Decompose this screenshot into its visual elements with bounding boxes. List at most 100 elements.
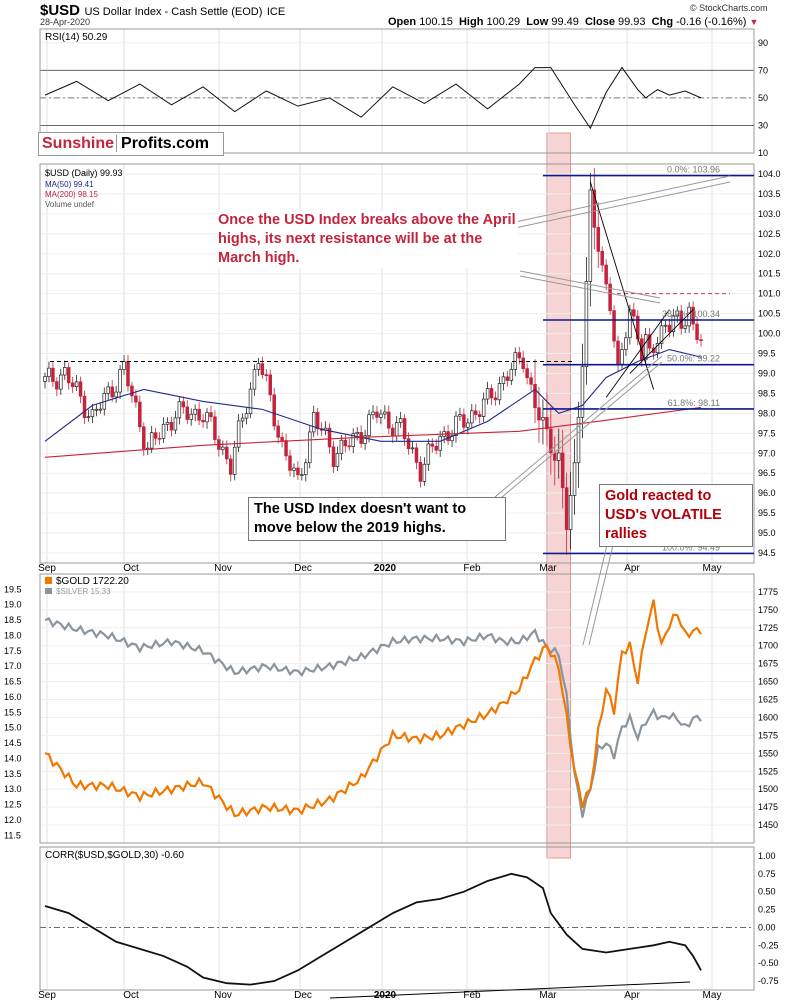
- usd-candle: [371, 411, 375, 416]
- usd-candle: [477, 414, 482, 417]
- usd-candle: [70, 382, 75, 388]
- annotation-pointer: [494, 361, 663, 504]
- corr-tick-label: 0.25: [758, 905, 776, 915]
- usd-candle: [671, 315, 676, 332]
- usd-candle: [422, 463, 427, 482]
- panel-frame: [39, 573, 755, 844]
- month-label: Dec: [294, 990, 312, 1000]
- usd-candle: [157, 437, 162, 440]
- usd-candle: [130, 385, 134, 397]
- high-label: High: [458, 16, 484, 28]
- usd-candle: [379, 413, 383, 418]
- price-tick-label: 101.5: [758, 269, 781, 279]
- usd-candle: [86, 416, 91, 419]
- usd-candle: [142, 426, 146, 450]
- usd-candle: [375, 411, 379, 418]
- usd-candle: [647, 334, 652, 349]
- rsi-tick-label: 70: [758, 65, 768, 75]
- usd-candle: [138, 401, 142, 428]
- panel-frame: [39, 163, 755, 564]
- usd-candle: [414, 447, 419, 463]
- usd-candle: [327, 427, 332, 448]
- price-tick-label: 99.0: [758, 368, 776, 378]
- usd-candle: [430, 443, 435, 447]
- usd-candle: [106, 386, 110, 394]
- usd-candle: [568, 495, 573, 531]
- silver-tick-label: 18.5: [4, 615, 22, 625]
- fib-level-label: 50.0%: 99.22: [667, 354, 720, 364]
- gold-tick-label: 1750: [758, 605, 778, 615]
- usd-candle: [549, 428, 553, 454]
- usd-candle: [355, 432, 359, 435]
- price-tick-label: 96.5: [758, 468, 776, 478]
- usd-candle: [533, 383, 537, 409]
- usd-candle: [335, 453, 340, 468]
- gold-tick-label: 1625: [758, 695, 778, 705]
- chart-title: $USD US Dollar Index - Cash Settle (EOD)…: [40, 2, 285, 20]
- usd-candle: [240, 417, 245, 422]
- usd-candle: [497, 383, 502, 401]
- open-value: 100.15: [419, 16, 453, 28]
- resistance-annotation: Once the USD Index breaks above the Apri…: [218, 211, 518, 268]
- month-label: 2020: [374, 563, 397, 574]
- usd-candle: [292, 467, 296, 471]
- price-tick-label: 97.0: [758, 448, 776, 458]
- usd-candle: [248, 388, 253, 415]
- ohlc-bar: Open 100.15 High 100.29 Low 99.49 Close …: [388, 16, 758, 28]
- silver-legend-swatch: [45, 588, 52, 594]
- fib-level-label: 100.0%: 94.49: [662, 542, 720, 552]
- month-label: 2020: [374, 990, 397, 1000]
- usd-candle: [126, 361, 130, 387]
- usd-candle: [225, 446, 229, 460]
- month-label: Feb: [463, 990, 481, 1000]
- usd-candle: [43, 376, 47, 382]
- month-label: May: [703, 563, 722, 574]
- silver-tick-label: 14.5: [4, 738, 22, 748]
- usd-candle: [663, 324, 668, 327]
- exchange: ICE: [266, 6, 286, 18]
- usd-candle: [537, 407, 541, 421]
- fib-level-label: 61.8%: 98.11: [668, 398, 720, 408]
- annotation-pointer: [519, 270, 661, 299]
- usd-candle: [339, 439, 344, 454]
- usd-candle: [51, 367, 55, 382]
- usd-candle: [394, 422, 399, 437]
- silver-tick-label: 18.0: [4, 630, 22, 640]
- usd-candle: [74, 381, 79, 388]
- usd-candle: [351, 433, 355, 447]
- silver-tick-label: 17.0: [4, 661, 22, 671]
- usd-candle: [197, 408, 201, 421]
- usd-candle: [311, 412, 316, 433]
- gold-tick-label: 1675: [758, 659, 778, 669]
- usd-candle: [193, 408, 197, 415]
- usd-candle: [580, 366, 585, 418]
- usd-candle: [687, 306, 691, 327]
- rsi-legend: RSI(14) 50.29: [45, 32, 108, 43]
- usd-candle: [55, 381, 59, 390]
- usd-candle: [434, 445, 438, 451]
- usd-candle: [556, 452, 561, 461]
- price-legend-ma50: MA(50) 99.41: [45, 180, 94, 189]
- price-legend-usd: $USD (Daily) 99.93: [45, 168, 123, 178]
- annotation-pointer: [519, 275, 661, 304]
- frame-layer: [39, 28, 755, 991]
- usd-candle: [643, 334, 648, 361]
- usd-candle: [161, 423, 166, 439]
- month-label: Mar: [539, 990, 557, 1000]
- annotation-pointer: [514, 181, 731, 229]
- overlay-layer: [50, 174, 754, 999]
- gold-tick-label: 1575: [758, 730, 778, 740]
- usd-candle: [149, 432, 154, 449]
- usd-candle: [63, 367, 67, 376]
- usd-candle: [450, 435, 454, 442]
- silver-tick-label: 16.0: [4, 692, 22, 702]
- corr-tick-label: 0.75: [758, 869, 776, 879]
- corr-trendline: [329, 981, 691, 999]
- usd-candle: [462, 414, 466, 428]
- low-label: Low: [526, 16, 549, 28]
- usd-candle: [134, 395, 138, 403]
- rising-trendline-2: [605, 309, 670, 398]
- month-label: Oct: [123, 990, 139, 1000]
- usd-candle: [446, 431, 450, 442]
- gold-tick-label: 1550: [758, 748, 778, 758]
